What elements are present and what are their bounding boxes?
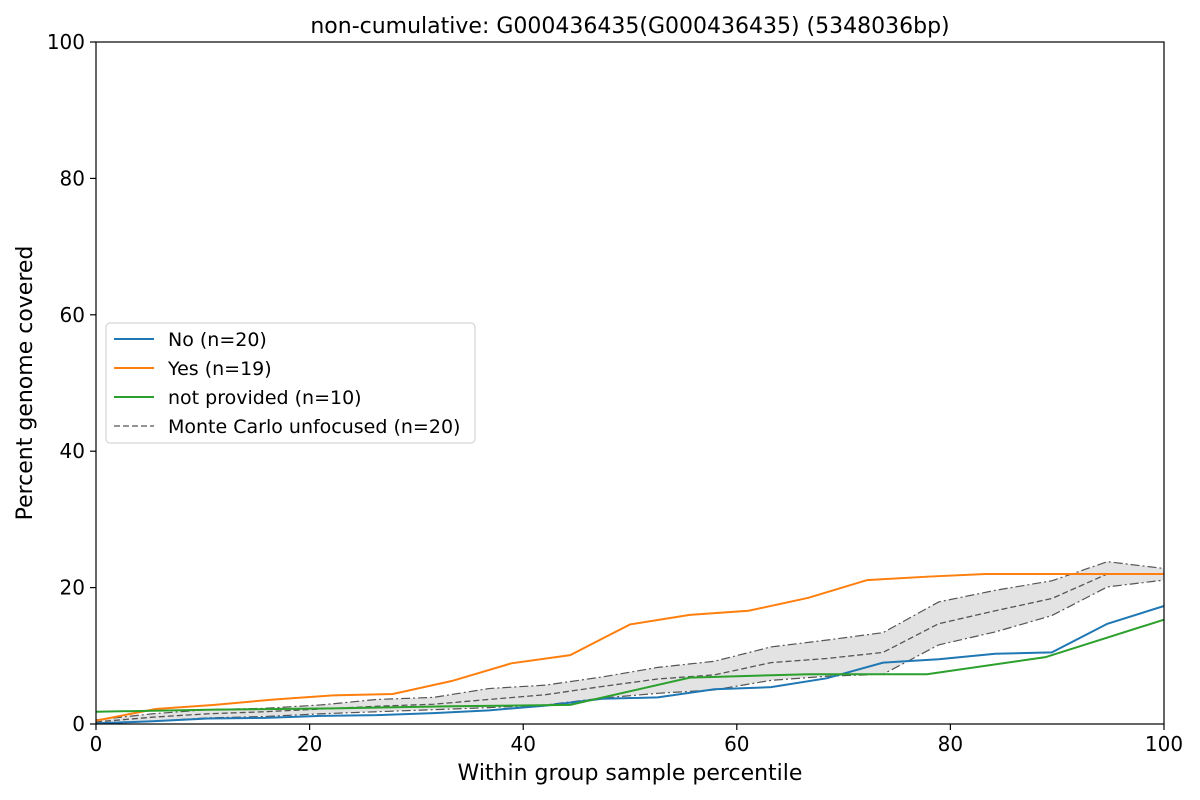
plot-frame (95, 41, 1165, 725)
x-tick-label: 20 (297, 732, 322, 756)
x-tick-label: 60 (724, 732, 749, 756)
band-upper-edge (95, 561, 1165, 721)
plot-area (95, 561, 1165, 725)
band-lower-edge (95, 579, 1165, 725)
x-axis-label: Within group sample percentile (458, 761, 803, 786)
series-line-3 (95, 573, 1164, 723)
axes-ticks: 0 20 40 60 80 100 0 20 40 60 80 100 (47, 30, 1183, 756)
legend-label: not provided (n=10) (168, 387, 362, 409)
x-tick-label: 80 (938, 732, 963, 756)
y-tick-label: 0 (72, 712, 85, 736)
y-axis-label: Percent genome covered (13, 246, 38, 521)
series-line-2 (95, 618, 1165, 713)
x-tick-label: 100 (1145, 732, 1183, 756)
y-tick-label: 60 (60, 303, 85, 327)
legend-label: Yes (n=19) (167, 358, 272, 380)
legend: No (n=20) Yes (n=19) not provided (n=10) Mo… (105, 322, 476, 444)
series-line-0 (95, 605, 1165, 725)
y-tick-label: 100 (47, 30, 85, 54)
legend-label: Monte Carlo unfocused (n=20) (168, 416, 460, 438)
y-tick-label: 80 (60, 166, 85, 190)
x-tick-label: 0 (90, 732, 103, 756)
legend-label: No (n=20) (168, 329, 267, 351)
y-tick-label: 40 (60, 439, 85, 463)
series-line-1 (95, 572, 1164, 722)
x-tick-label: 40 (510, 732, 535, 756)
legend-box (105, 322, 476, 444)
chart-title: non-cumulative: G000436435(G000436435) (… (310, 14, 949, 39)
y-tick-label: 20 (60, 576, 85, 600)
